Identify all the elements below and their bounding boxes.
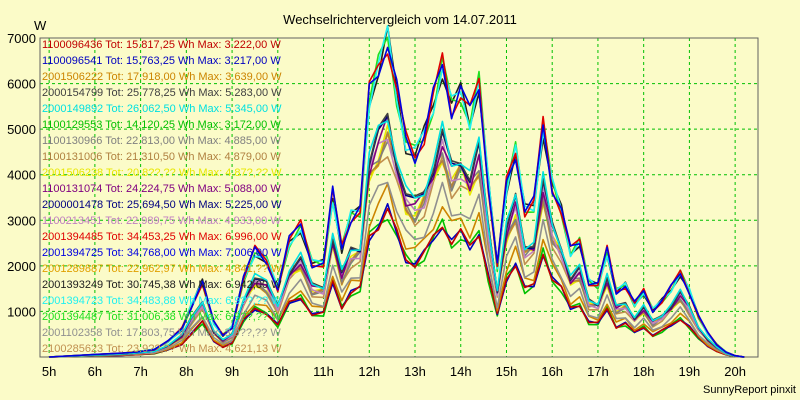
grid (40, 37, 758, 357)
x-tick-label: 15h (496, 364, 518, 379)
x-tick-label: 9h (225, 364, 239, 379)
legend-entry-1100213451: 1100213451 Tot: 22.989,75 Wh Max: 4.933,… (42, 215, 281, 227)
y-tick-label: 4000 (7, 168, 36, 183)
y-axis: 1000 2000 3000 4000 5000 6000 7000 (7, 31, 36, 319)
legend-entry-2001394725: 2001394725 Tot: 34.768,00 Wh Max: 7.006,… (42, 247, 282, 259)
legend-entry-2000001478: 2000001478 Tot: 25.694,50 Wh Max: 5.225,… (42, 199, 282, 211)
x-tick-label: 13h (404, 364, 426, 379)
legend-entry-2000154799: 2000154799 Tot: 25.778,25 Wh Max: 5.283,… (42, 87, 282, 99)
legend-entry-2001506238: 2001506238 Tot: 20.8??,?? Wh Max: 4.87?,… (42, 167, 282, 179)
x-tick-label: 12h (358, 364, 380, 379)
y-tick-label: 2000 (7, 259, 36, 274)
y-tick-label: 6000 (7, 77, 36, 92)
series-line-2000149892 (49, 120, 745, 358)
legend: 1100096436 Tot: 15.817,25 Wh Max: 3.222,… (42, 39, 282, 355)
series-lines (49, 25, 745, 358)
legend-entry-2001394487: 2001394487 Tot: 31.006,38 Wh Max: 6.9??,… (42, 311, 282, 323)
legend-entry-1100096541: 1100096541 Tot: 15.763,25 Wh Max: 3.217,… (42, 55, 281, 67)
x-tick-label: 14h (450, 364, 472, 379)
x-tick-label: 11h (313, 364, 334, 379)
plot-frame (39, 37, 759, 358)
legend-entry-1100131074: 1100131074 Tot: 24.224,75 Wh Max: 5.088,… (42, 183, 281, 195)
x-tick-label: 10h (267, 364, 289, 379)
legend-entry-1100129553: 1100129553 Tot: 14.120,25 Wh Max: 3.172,… (42, 119, 281, 131)
legend-entry-1100130966: 1100130966 Tot: 22.813,00 Wh Max: 4.885,… (42, 135, 281, 147)
legend-entry-2001506222: 2001506222 Tot: 17.918,00 Wh Max: 3.639,… (42, 71, 282, 83)
y-tick-label: 5000 (7, 122, 36, 137)
legend-entry-1100096436: 1100096436 Tot: 15.817,25 Wh Max: 3.222,… (42, 39, 281, 51)
x-tick-label: 5h (42, 364, 56, 379)
x-tick-label: 20h (724, 364, 746, 379)
x-tick-label: 7h (133, 364, 147, 379)
legend-entry-2000149892: 2000149892 Tot: 26.062,50 Wh Max: 5.345,… (42, 103, 282, 115)
legend-entry-2100285623: 2100285623 Tot: 23.9??,?? Wh Max: 4.621,… (42, 343, 282, 355)
legend-entry-2001394485: 2001394485 Tot: 34.453,25 Wh Max: 6.996,… (42, 231, 282, 243)
x-tick-label: 19h (679, 364, 701, 379)
x-tick-label: 18h (633, 364, 655, 379)
x-tick-label: 16h (541, 364, 563, 379)
y-tick-label: 7000 (7, 31, 36, 46)
x-axis: 5h 6h 7h 8h 9h 10h 11h 12h 13h 14h 15h 16h 17h 18h 19h… (42, 364, 746, 379)
legend-entry-2001289887: 2001289887 Tot: 22.962,97 Wh Max: 4.841,… (42, 263, 282, 275)
x-tick-label: 17h (587, 364, 609, 379)
series-line-1100096436 (49, 207, 745, 358)
legend-entry-2001394723: 2001394723 Tot: 34.483,88 Wh Max: 6.9??,… (42, 295, 282, 307)
chart-title: Wechselrichtervergleich vom 14.07.2011 (283, 12, 517, 27)
y-tick-label: 3000 (7, 213, 36, 228)
series-line-1100213451 (49, 138, 745, 358)
series-line-2001394725 (49, 46, 745, 358)
x-tick-label: 8h (179, 364, 193, 379)
footer-credit: SunnyReport pinxit (703, 384, 796, 396)
series-line-2001102358 (49, 181, 745, 358)
y-axis-label: W (34, 18, 47, 33)
legend-entry-2001102358: 2001102358 Tot: 17.803,75 Wh Max: 3.9??,… (42, 327, 281, 339)
y-tick-label: 1000 (7, 304, 36, 319)
legend-entry-2001393249: 2001393249 Tot: 30.745,38 Wh Max: 6.942,… (42, 279, 282, 291)
x-tick-label: 6h (88, 364, 102, 379)
legend-entry-1100131006: 1100131006 Tot: 21.310,50 Wh Max: 4.879,… (42, 151, 281, 163)
